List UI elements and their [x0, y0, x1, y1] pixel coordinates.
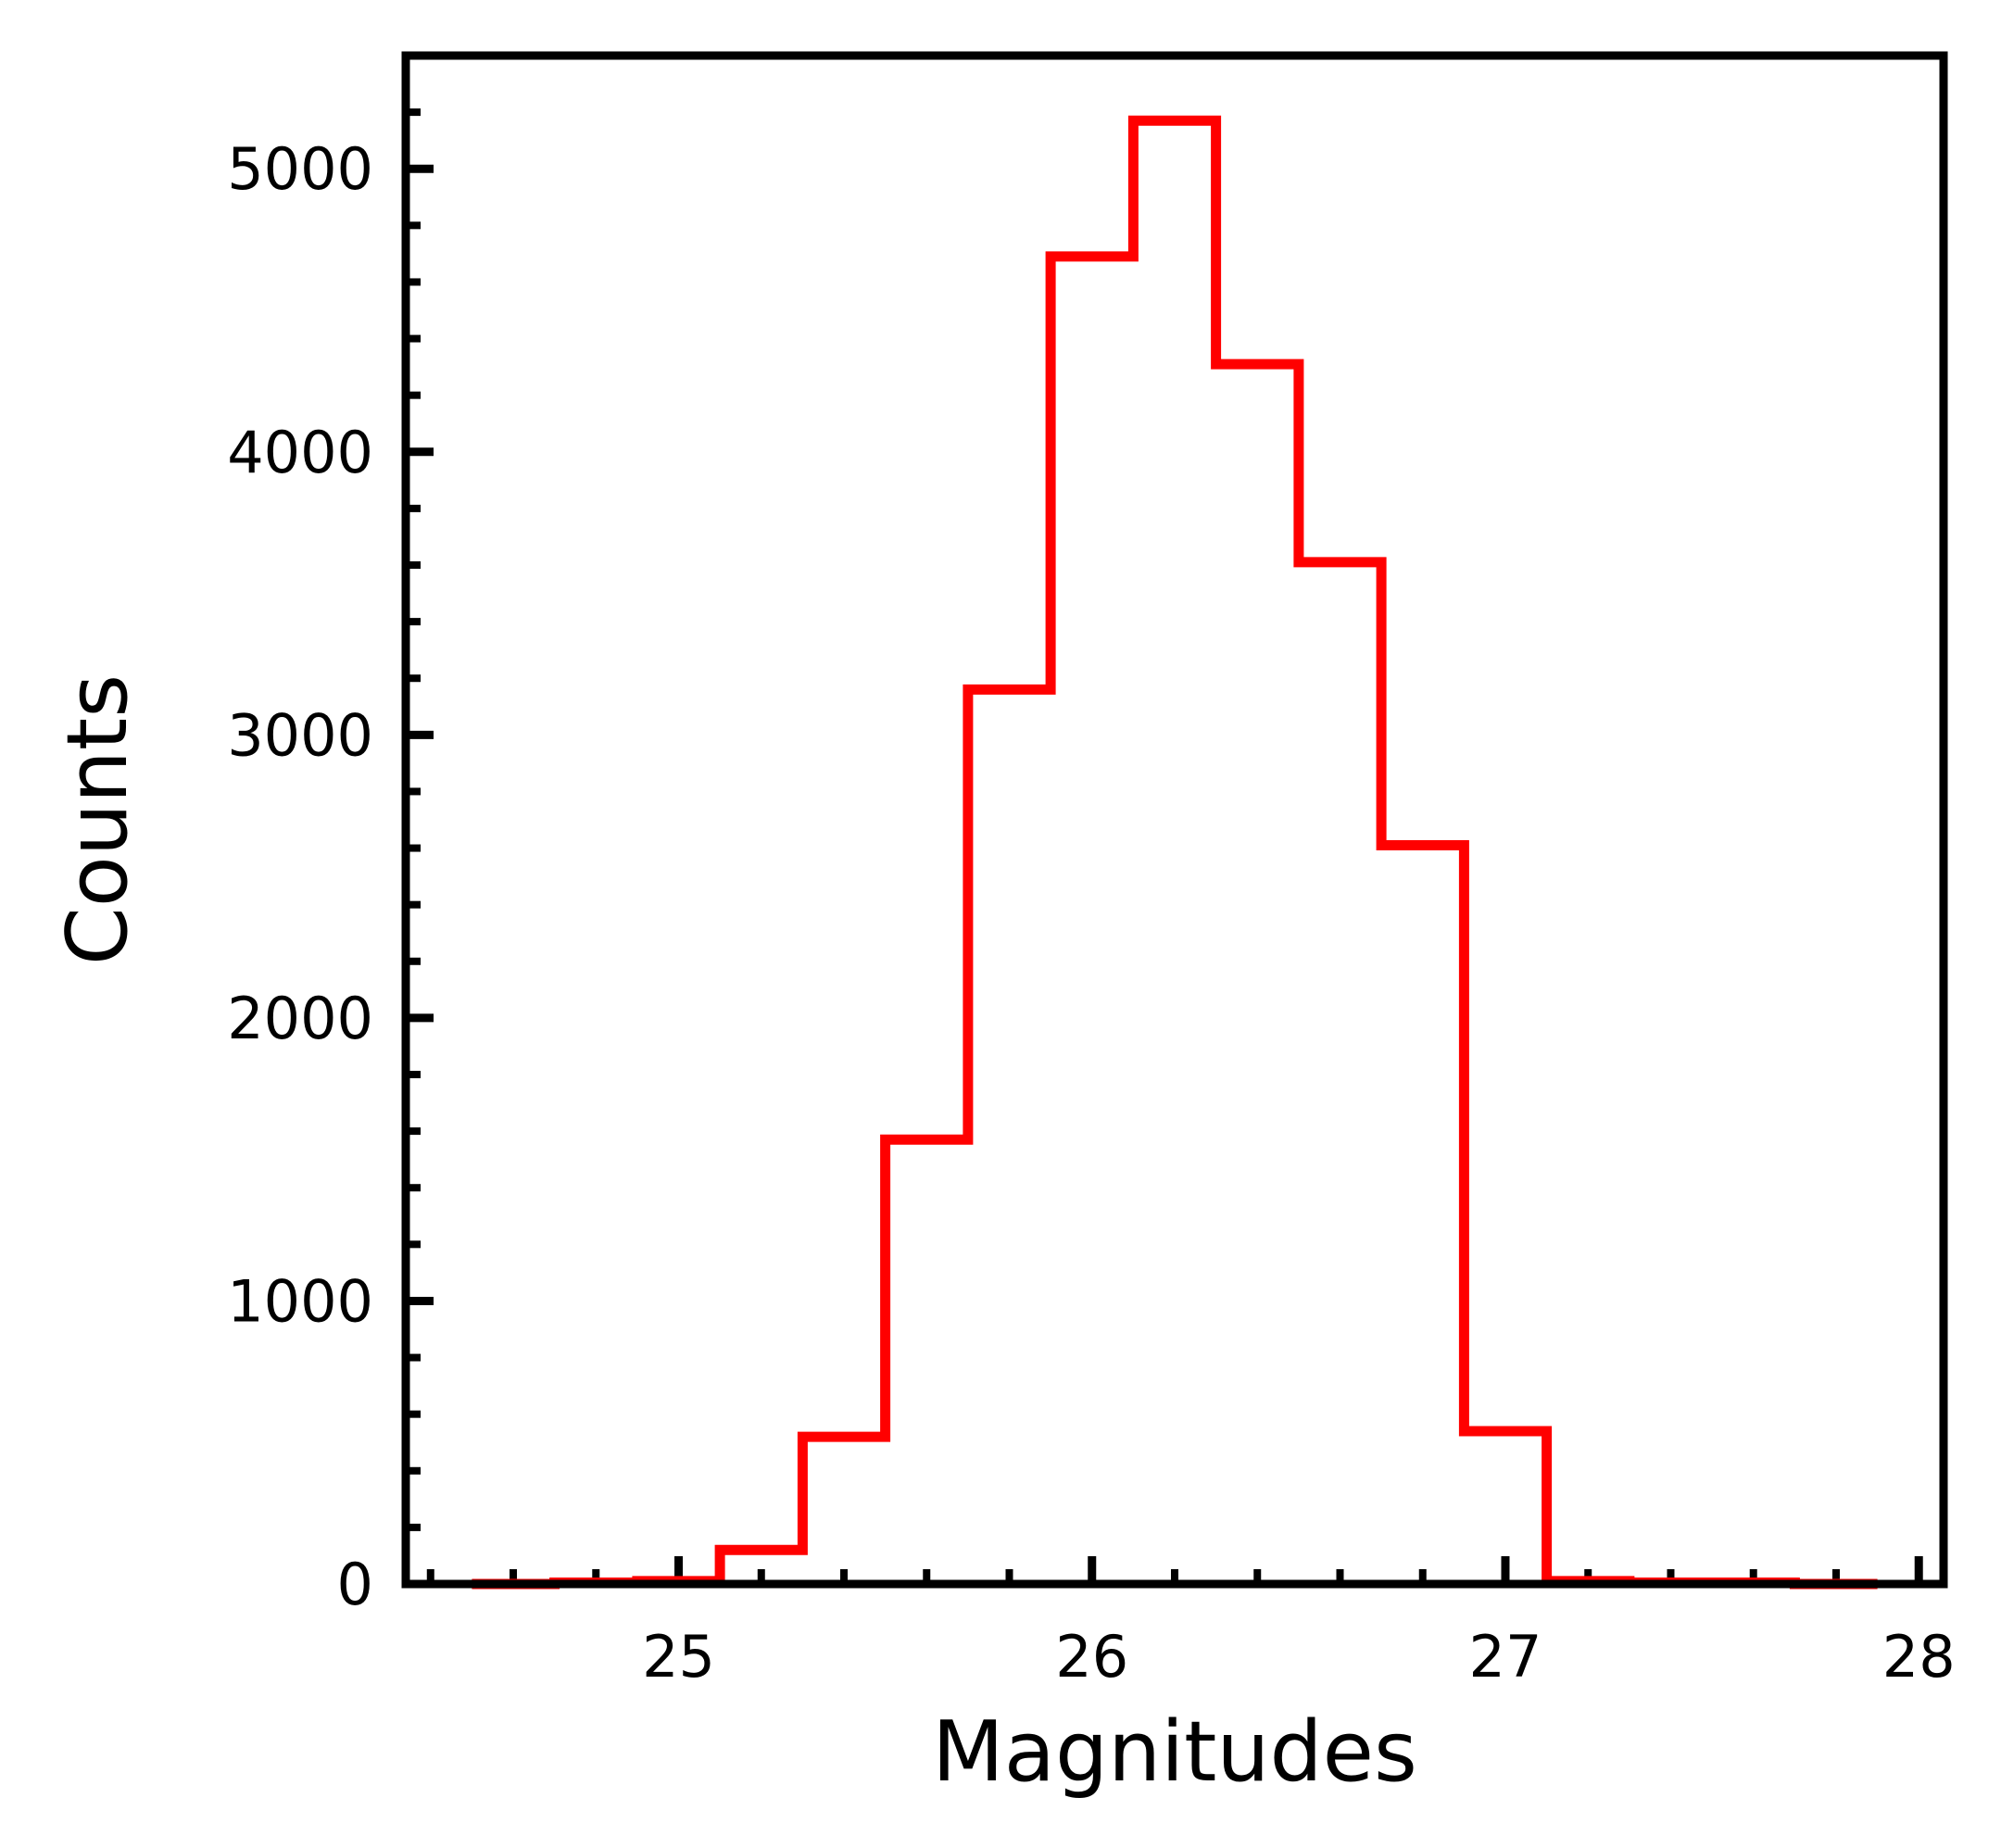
y-tick-label: 1000: [227, 1267, 373, 1335]
y-tick-label: 0: [337, 1551, 373, 1618]
x-axis-title: Magnitudes: [932, 1703, 1417, 1801]
minor-ticks: [406, 108, 1840, 1584]
histogram-bin: [886, 1139, 968, 1584]
plot-frame: [401, 51, 1948, 1589]
histogram-step-line: [472, 115, 1878, 1590]
tick-labels: 25 26 27 28 0 1000 2000 3000 4000 5000: [227, 135, 1955, 1691]
histogram-bin: [1133, 120, 1215, 1584]
x-tick-label: 28: [1882, 1623, 1956, 1691]
y-tick-label: 5000: [227, 135, 373, 203]
x-tick-label: 26: [1055, 1623, 1128, 1691]
histogram-bin: [1216, 364, 1299, 1584]
y-tick-label: 4000: [227, 419, 373, 486]
histogram-bin: [1051, 257, 1133, 1584]
y-tick-label: 2000: [227, 985, 373, 1052]
histogram-bin: [1299, 562, 1381, 1584]
y-axis-title: Counts: [49, 674, 146, 965]
x-tick-label: 27: [1469, 1623, 1542, 1691]
x-tick-label: 25: [642, 1623, 715, 1691]
major-ticks: [406, 164, 1923, 1589]
histogram-layer: [472, 115, 1878, 1590]
y-tick-label: 3000: [227, 701, 373, 769]
histogram-bin: [1381, 846, 1464, 1585]
histogram-bin: [802, 1437, 885, 1584]
histogram-bin: [968, 689, 1051, 1584]
